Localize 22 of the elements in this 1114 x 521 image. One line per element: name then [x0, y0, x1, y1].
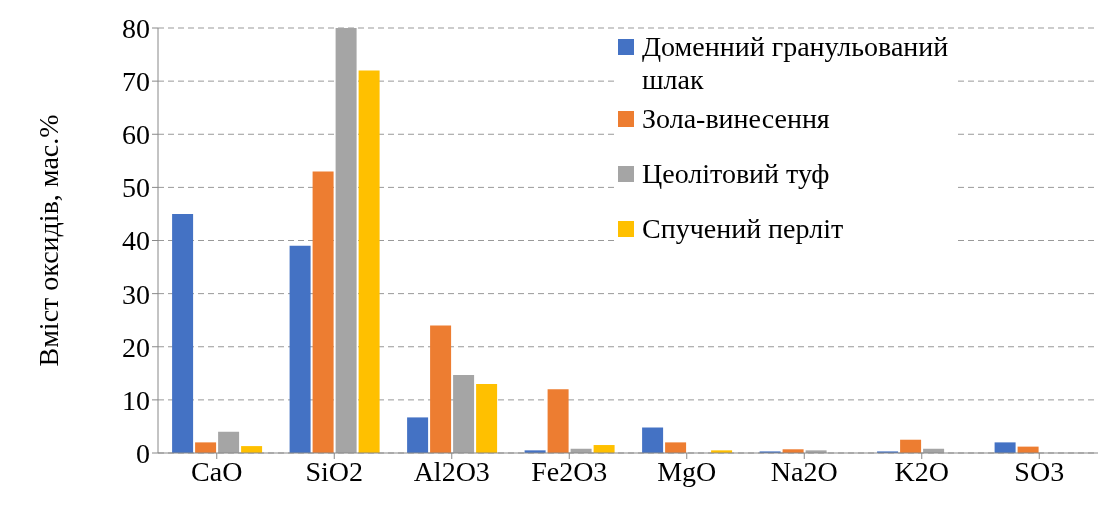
y-tick-label: 20	[122, 331, 150, 363]
x-tick-label: K2O	[894, 455, 949, 487]
y-tick-label: 40	[122, 225, 150, 257]
y-tick-label: 60	[122, 119, 150, 151]
y-tick-label: 0	[136, 437, 150, 469]
x-tick-label: Fe2O3	[531, 455, 608, 487]
y-tick-label: 70	[122, 66, 150, 98]
legend-label: Спучений перліт	[642, 212, 844, 245]
x-tick-label: SiO2	[305, 455, 364, 487]
x-tick-label: CaO	[191, 455, 243, 487]
y-axis-title: Вміст оксидів, мас.%	[32, 114, 64, 367]
y-tick-label: 10	[122, 384, 150, 416]
x-tick-label: Na2O	[770, 455, 838, 487]
y-tick-label: 30	[122, 278, 150, 310]
x-tick-label: MgO	[657, 455, 717, 487]
x-tick-label: SO3	[1014, 455, 1065, 487]
y-tick-label: 80	[122, 12, 150, 44]
legend-label: Зола-винесення	[642, 102, 830, 135]
x-tick-label: Al2O3	[413, 455, 490, 487]
y-tick-label: 50	[122, 172, 150, 204]
legend-label: Доменний гранульований шлак	[642, 30, 950, 96]
legend-label: Цеолітовий туф	[642, 157, 830, 190]
